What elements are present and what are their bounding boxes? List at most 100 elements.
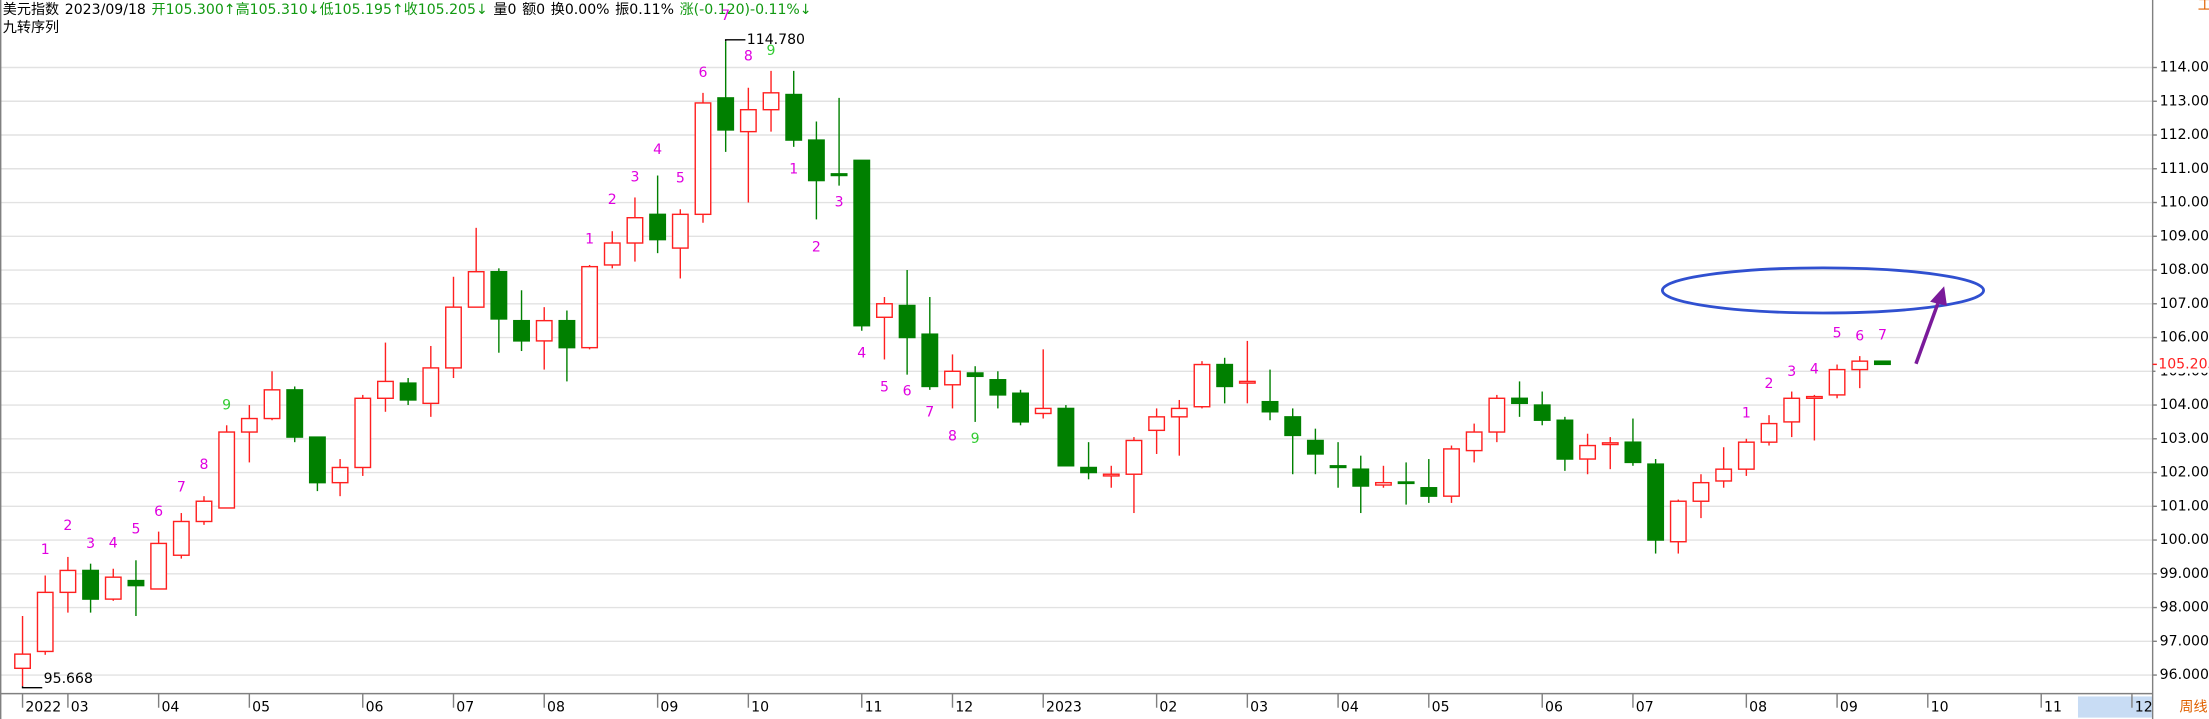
candle-body <box>1715 468 1733 482</box>
y-tick-label: 98.000 <box>2160 600 2209 616</box>
td-count: 4 <box>109 535 118 551</box>
quote-field: 振0.11% <box>615 2 674 18</box>
last-price-label: 105.205 <box>2158 356 2209 372</box>
td-count: 6 <box>903 384 912 400</box>
candle-body <box>1261 400 1279 413</box>
candle-body <box>1624 441 1642 464</box>
candle-body <box>1397 481 1415 485</box>
candle-body <box>1851 360 1869 371</box>
candle-body <box>830 173 848 177</box>
last-price-bg <box>2155 355 2209 373</box>
x-tick-label: 03 <box>71 700 89 716</box>
header: 美元指数 2023/09/18 开105.300↑高105.310↓低105.195… <box>3 1 812 18</box>
candles <box>14 41 1891 687</box>
candle-body <box>513 319 530 342</box>
td-count: 1 <box>585 232 594 248</box>
candle-body <box>1238 380 1256 384</box>
arrow-shaft <box>1914 301 1941 365</box>
toolbar-icon: 工 <box>2198 0 2209 14</box>
candle-body <box>1125 439 1143 475</box>
candle-body <box>989 379 1007 396</box>
td-count: 3 <box>835 195 844 211</box>
quote-field: 收105.205↓ <box>404 2 488 18</box>
td-count: 8 <box>200 457 209 473</box>
candle-body <box>1511 397 1528 405</box>
candle-body <box>1216 363 1234 388</box>
candle-body <box>581 265 599 349</box>
candle-body <box>1420 487 1438 497</box>
candle-body <box>59 569 77 594</box>
td-count: 7 <box>721 8 730 24</box>
x-tick-label: 04 <box>1341 700 1359 716</box>
x-tick-label: 09 <box>660 700 678 716</box>
candle-body <box>807 139 825 182</box>
y-tick-label: 114.000 <box>2160 60 2209 76</box>
y-tick-label: 106.000 <box>2160 330 2209 346</box>
x-tick-label: 08 <box>1749 700 1767 716</box>
candle-body <box>467 271 485 308</box>
x-tick-label: 09 <box>1840 700 1858 716</box>
candle-body <box>785 93 803 141</box>
x-tick-label: 2022 <box>25 700 61 716</box>
candle-body <box>671 213 689 249</box>
candle-body <box>1828 368 1846 396</box>
x-tick-label: 07 <box>456 700 474 716</box>
y-tick-label: 100.000 <box>2160 532 2209 548</box>
td-count: 5 <box>131 521 140 537</box>
candle-body <box>172 520 190 556</box>
candle-body <box>1102 473 1120 477</box>
candle-body <box>1533 404 1551 421</box>
quote-field: 额0 <box>522 2 545 18</box>
y-tick-label: 113.000 <box>2160 93 2209 109</box>
grid <box>0 66 2153 676</box>
td-count: 7 <box>925 404 934 420</box>
candle-body <box>1193 363 1211 408</box>
y-tick-label: 101.000 <box>2160 498 2209 514</box>
candle-body <box>966 372 984 378</box>
candle-body <box>1760 422 1778 443</box>
arrow-head <box>1930 286 1947 306</box>
td-count: 3 <box>86 536 95 552</box>
td-count: 2 <box>63 518 72 534</box>
quote-field: 低105.195↑ <box>320 2 404 18</box>
y-tick-label: 96.000 <box>2160 667 2209 683</box>
td-count: 3 <box>630 170 639 186</box>
candle-body <box>36 591 54 653</box>
td-count: 6 <box>699 65 708 81</box>
x-tick-label: 04 <box>161 700 179 716</box>
y-tick-label: 107.000 <box>2160 296 2209 312</box>
low-label: 95.668 <box>44 671 93 687</box>
y-tick-label: 111.000 <box>2160 161 2209 177</box>
instrument-name: 美元指数 <box>3 2 59 18</box>
candle-body <box>331 466 349 484</box>
td-count: 5 <box>880 380 889 396</box>
x-tick-label: 02 <box>1159 700 1177 716</box>
td-count: 4 <box>857 345 866 361</box>
candle-body <box>14 653 31 670</box>
candle-body <box>1329 465 1347 469</box>
candle-body <box>1306 439 1324 455</box>
candle-body <box>422 367 440 405</box>
candle-body <box>1805 395 1823 399</box>
x-tick-label: 12 <box>2135 700 2153 716</box>
candle-body <box>1374 481 1392 486</box>
quote-field: 量0 <box>493 2 516 18</box>
x-tick-label: 11 <box>2044 700 2062 716</box>
highlight-ellipse <box>1660 266 1986 315</box>
candle-body <box>1284 416 1302 437</box>
td-count: 8 <box>744 49 753 65</box>
high-marker <box>724 39 746 42</box>
y-tick-label: 103.000 <box>2160 431 2209 447</box>
candle-body <box>195 500 213 523</box>
quote-field: 换0.00% <box>551 1 610 18</box>
td-count: 2 <box>812 240 821 256</box>
candle-body <box>1692 481 1710 502</box>
quote-field: 高105.310↓ <box>236 1 320 18</box>
td-count: 8 <box>948 429 957 445</box>
candle-body <box>354 397 372 469</box>
candle-body <box>717 97 735 131</box>
candle-body <box>1352 468 1370 487</box>
candle-body <box>694 102 712 216</box>
y-tick-label: 102.000 <box>2160 465 2209 481</box>
